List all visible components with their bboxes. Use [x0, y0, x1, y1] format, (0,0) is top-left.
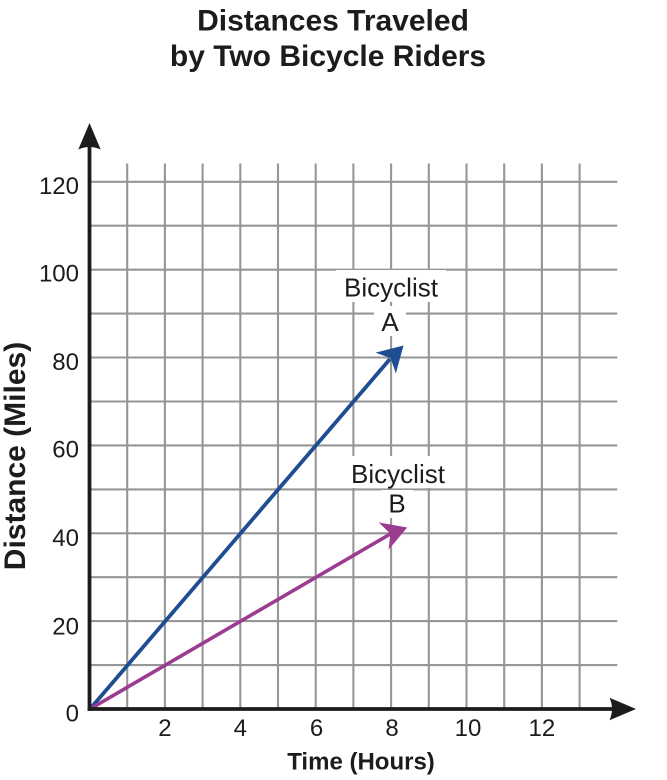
svg-text:12: 12 [529, 715, 556, 742]
svg-text:40: 40 [52, 525, 79, 552]
svg-text:Bicyclist: Bicyclist [351, 459, 446, 489]
svg-text:10: 10 [455, 715, 482, 742]
svg-text:0: 0 [66, 701, 79, 728]
svg-text:A: A [381, 307, 399, 337]
svg-text:Time (Hours): Time (Hours) [287, 749, 435, 776]
svg-text:8: 8 [385, 715, 398, 742]
svg-text:120: 120 [39, 173, 79, 200]
svg-text:60: 60 [52, 437, 79, 464]
svg-text:Distance (Miles): Distance (Miles) [0, 342, 32, 570]
svg-text:100: 100 [39, 261, 79, 288]
svg-text:6: 6 [310, 715, 323, 742]
svg-text:80: 80 [52, 349, 79, 376]
svg-text:2: 2 [158, 715, 171, 742]
svg-text:B: B [388, 488, 405, 518]
svg-text:20: 20 [52, 614, 79, 641]
svg-text:4: 4 [234, 715, 247, 742]
svg-text:Bicyclist: Bicyclist [344, 273, 439, 303]
svg-text:by Two Bicycle Riders: by Two Bicycle Riders [170, 40, 486, 73]
svg-text:Distances Traveled: Distances Traveled [197, 5, 469, 38]
